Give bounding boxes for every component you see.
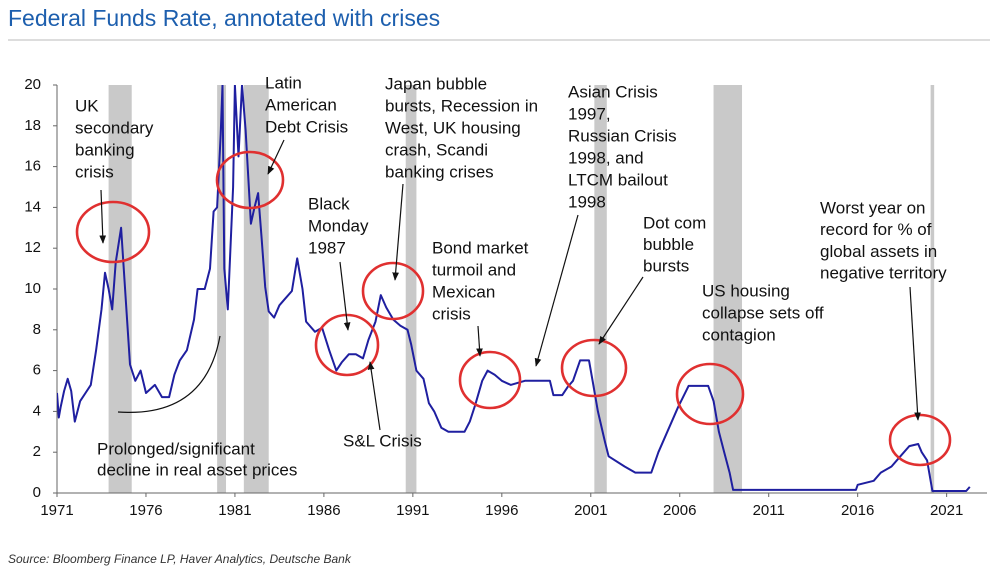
annotation-line: S&L Crisis [343, 431, 422, 450]
crisis-circle [675, 362, 745, 426]
annotation-line: UK [75, 96, 99, 115]
annotation-line: Black [308, 194, 350, 213]
arrow [476, 325, 483, 357]
annotation-line: Debt Crisis [265, 117, 348, 136]
rate-line [57, 85, 971, 492]
arrow [339, 261, 351, 331]
arrow [367, 361, 381, 431]
x-tick-label: 2006 [663, 502, 696, 519]
x-tick-label: 1991 [396, 502, 429, 519]
crisis-circle [458, 350, 522, 410]
annotation-line: crash, Scandi [385, 140, 488, 159]
recession-band [594, 85, 607, 493]
crisis-circle [361, 261, 425, 321]
crisis-circle [215, 150, 285, 210]
arrow [392, 183, 404, 281]
annotation-line: West, UK housing [385, 118, 521, 137]
recession-band [405, 85, 417, 493]
annotation-line: Bond market [432, 238, 529, 257]
y-tick-label: 12 [24, 239, 41, 256]
annotation-line: collapse sets off [702, 303, 824, 322]
y-tick-label: 0 [33, 484, 41, 501]
annotation-line: banking [75, 140, 135, 159]
crisis-circle [314, 313, 380, 377]
x-tick-label: 1996 [485, 502, 518, 519]
annotation-line: 1987 [308, 238, 346, 257]
annotation-line: US housing [702, 281, 790, 300]
arrow [534, 214, 579, 367]
annotation-line: LTCM bailout [568, 170, 668, 189]
annotation-line: Russian Crisis [568, 126, 677, 145]
annotation-line: 1997, [568, 104, 611, 123]
x-tick-label: 1971 [40, 502, 73, 519]
x-tick-label: 1986 [307, 502, 340, 519]
annotation-line: Mexican [432, 282, 495, 301]
annotation-line: bursts, Recession in [385, 96, 538, 115]
y-tick-label: 4 [33, 402, 41, 419]
y-tick-label: 16 [24, 158, 41, 175]
y-tick-label: 8 [33, 321, 41, 338]
y-tick-label: 10 [24, 280, 41, 297]
annotation-line: crisis [432, 304, 471, 323]
crisis-circle [888, 413, 952, 467]
source-note: Source: Bloomberg Finance LP, Haver Anal… [8, 552, 352, 566]
annotation-line: secondary [75, 118, 154, 137]
x-tick-label: 2021 [930, 502, 963, 519]
annotation-line: crisis [75, 162, 114, 181]
arrow [598, 276, 644, 345]
arrow [909, 286, 921, 421]
y-tick-label: 14 [24, 198, 41, 215]
arrow [267, 139, 285, 175]
annotation-line: banking crises [385, 162, 494, 181]
annotation-line: Dot com [643, 213, 706, 232]
x-tick-label: 2011 [753, 502, 785, 519]
recession-bands [108, 85, 935, 493]
annotation-line: turmoil and [432, 260, 516, 279]
annotations: UK secondary banking crisis Latin American Deb… [75, 73, 947, 479]
annotation-line: bursts [643, 256, 689, 275]
arrows [99, 139, 921, 431]
annotation-line: bubble [643, 235, 694, 254]
crisis-circle [560, 338, 628, 398]
annotation-line: Prolonged/significant [97, 439, 255, 458]
annotation-line: American [265, 95, 337, 114]
arrow [117, 335, 221, 414]
annotation-line: record for % of [820, 220, 932, 239]
annotation-line: Asian Crisis [568, 82, 658, 101]
y-tick-label: 6 [33, 362, 41, 379]
annotation-line: negative territory [820, 264, 947, 283]
x-tick-label: 2016 [841, 502, 874, 519]
y-tick-label: 2 [33, 443, 41, 460]
y-tick-label: 20 [24, 76, 41, 93]
annotation-line: Monday [308, 216, 369, 235]
annotation-line: global assets in [820, 242, 937, 261]
annotation-line: 1998, and [568, 148, 644, 167]
x-tick-label: 2001 [574, 502, 607, 519]
annotation-line: Japan bubble [385, 74, 487, 93]
annotation-line: Latin [265, 73, 302, 92]
arrow [99, 189, 107, 244]
annotation-line: Worst year on [820, 198, 926, 217]
axes: 0 2 4 6 8 10 12 14 16 18 20 1971 1976 1981 1986 1991 199… [24, 76, 987, 519]
x-tick-label: 1976 [129, 502, 162, 519]
recession-band [108, 85, 132, 493]
crisis-circles [75, 150, 952, 467]
crisis-circle [75, 200, 151, 264]
annotation-line: 1998 [568, 192, 606, 211]
series [57, 85, 971, 492]
y-tick-label: 18 [24, 117, 41, 134]
annotation-line: decline in real asset prices [97, 460, 297, 479]
chart-title: Federal Funds Rate, annotated with crise… [8, 5, 440, 31]
recession-band [217, 85, 227, 493]
recession-band [930, 85, 935, 493]
annotation-line: contagion [702, 325, 776, 344]
x-tick-label: 1981 [218, 502, 251, 519]
